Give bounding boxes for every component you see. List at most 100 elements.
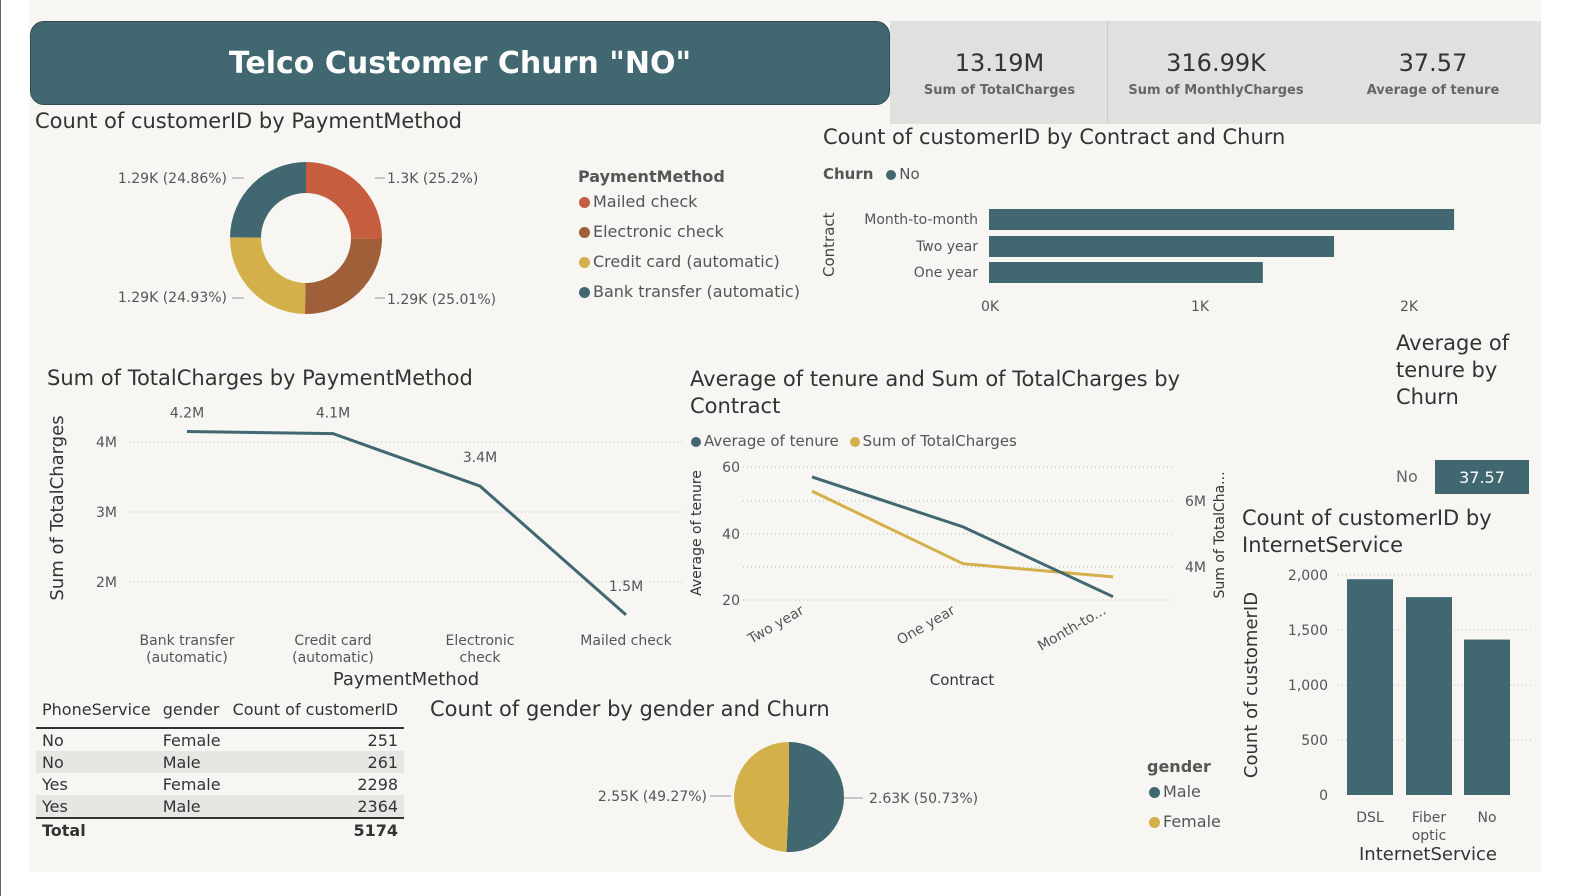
table-row[interactable]: No Male 261 (36, 751, 405, 773)
title-line: tenure by (1396, 358, 1498, 382)
total-value: 5174 (226, 817, 405, 841)
legend-item-bank[interactable]: Bank transfer (automatic) (579, 282, 800, 301)
avg-tenure-churn-title: Average of tenure by Churn (1396, 330, 1509, 411)
pie-slice-female[interactable] (734, 742, 789, 852)
donut-slice-credit[interactable] (229, 237, 306, 314)
table-cell: Male (156, 795, 227, 818)
table-cell: 251 (367, 730, 399, 750)
legend-dot (579, 287, 590, 298)
combo-xtick: One year (894, 602, 958, 648)
internet-ytick: 0 (1319, 788, 1328, 804)
table-cell: 2364 (226, 795, 405, 818)
table-cell: No (42, 730, 64, 750)
combo-xtick: Month-to... (1035, 603, 1109, 655)
total-label: Total (36, 817, 157, 841)
combo-ytick-left: 20 (722, 593, 740, 609)
line-xtick: Mailed check (580, 633, 672, 649)
line-xtick: Electronic (445, 633, 514, 649)
contract-category-label: Two year (915, 239, 978, 255)
contract-bar[interactable] (989, 236, 1335, 257)
internet-ytick: 500 (1301, 733, 1328, 749)
line-ytick: 3M (96, 505, 117, 521)
kpi-total-charges[interactable]: 13.19M Sum of TotalCharges (892, 21, 1107, 124)
internet-service-bar-chart[interactable]: 2,000 1,500 1,000 500 0 Count of custome… (1238, 560, 1538, 870)
table-row[interactable]: No Female 251 (36, 728, 404, 751)
legend-item-male[interactable]: Male (1149, 782, 1201, 801)
contract-legend[interactable]: Churn No (823, 165, 920, 183)
legend-item-electronic[interactable]: Electronic check (579, 222, 724, 241)
phone-gender-table[interactable]: PhoneService gender Count of customerID … (36, 698, 405, 841)
gender-pie-chart[interactable]: 2.63K (50.73%) 2.55K (49.27%) (580, 735, 1000, 860)
combo-gridlines (743, 466, 1175, 601)
legend-dot (1149, 817, 1160, 828)
table-cell: 261 (226, 751, 405, 773)
title-line: Average of tenure and Sum of TotalCharge… (690, 367, 1181, 391)
contract-bar[interactable] (989, 209, 1455, 230)
kpi-value: 37.57 (1398, 49, 1468, 77)
title-line: Count of customerID by (1242, 506, 1492, 530)
totalcharges-line-chart[interactable]: 4M 3M 2M Sum of TotalCharges 4.2M 4.1M 3.4… (29, 395, 689, 695)
internet-bar[interactable] (1347, 579, 1393, 795)
line-y-axis-label: Sum of TotalCharges (47, 415, 68, 600)
table-row[interactable]: Yes Male 2364 (36, 795, 405, 818)
table-header-row: PhoneService gender Count of customerID (36, 698, 405, 729)
contract-bar[interactable] (989, 262, 1263, 283)
legend-item-mailed[interactable]: Mailed check (579, 192, 697, 211)
totalcharges-line[interactable] (186, 430, 627, 617)
payment-donut-chart[interactable]: 1.3K (25.2%) 1.29K (25.01%) 1.29K (24.93… (29, 140, 569, 340)
legend-dot (579, 227, 590, 238)
legend-label: Electronic check (593, 222, 724, 241)
legend-label: Male (1163, 782, 1201, 801)
legend-item-female[interactable]: Female (1149, 812, 1221, 831)
internet-bar[interactable] (1406, 597, 1452, 795)
table-cell: Female (162, 730, 221, 750)
combo-chart-title: Average of tenure and Sum of TotalCharge… (690, 366, 1180, 420)
kpi-label: Average of tenure (1366, 83, 1500, 98)
table-cell (156, 817, 227, 841)
kpi-value: 13.19M (954, 49, 1045, 77)
column-header[interactable]: gender (156, 698, 227, 729)
kpi-label: Sum of TotalCharges (923, 83, 1076, 98)
gender-pie-title: Count of gender by gender and Churn (430, 697, 830, 721)
internet-ytick: 2,000 (1288, 568, 1328, 584)
donut-slice-bank[interactable] (230, 162, 306, 238)
donut-slice-mailed[interactable] (306, 162, 382, 239)
legend-item-credit[interactable]: Credit card (automatic) (579, 252, 780, 271)
combo-legend-item: Sum of TotalCharges (862, 432, 1017, 450)
line-chart-title: Sum of TotalCharges by PaymentMethod (47, 366, 473, 390)
legend-dot (691, 437, 701, 447)
avg-tenure-value-bar[interactable]: 37.57 (1435, 460, 1529, 494)
pie-slice-male[interactable] (786, 742, 845, 852)
kpi-value: 316.99K (1166, 49, 1266, 77)
internet-bar[interactable] (1464, 639, 1510, 795)
column-header[interactable]: PhoneService (36, 698, 157, 729)
line-xtick: (automatic) (146, 650, 228, 666)
donut-chart-title: Count of customerID by PaymentMethod (35, 109, 463, 133)
internet-chart-title: Count of customerID by InternetService (1242, 505, 1492, 559)
internet-xtick: DSL (1356, 810, 1384, 826)
tenure-series-line[interactable] (811, 475, 1114, 599)
table-cell: Male (156, 751, 227, 773)
contract-legend-item: No (899, 165, 920, 183)
donut-slice-electronic[interactable] (304, 238, 382, 314)
combo-legend-item: Average of tenure (704, 432, 839, 450)
table-cell: Female (162, 774, 221, 794)
line-point-label: 1.5M (609, 579, 643, 595)
legend-dot (579, 257, 590, 268)
combo-ytick-left: 40 (722, 527, 740, 543)
left-border (0, 0, 1, 896)
kpi-monthly-charges[interactable]: 316.99K Sum of MonthlyCharges (1108, 21, 1324, 124)
combo-legend[interactable]: Average of tenure Sum of TotalCharges (691, 432, 1017, 450)
line-x-axis-label: PaymentMethod (333, 669, 479, 690)
internet-x-axis-label: InternetService (1359, 844, 1497, 865)
contract-legend-title: Churn (823, 165, 874, 183)
tenure-charges-combo-chart[interactable]: 60 40 20 6M 4M Average of tenure Sum of … (685, 455, 1240, 695)
donut-label-mailed: 1.3K (25.2%) (387, 171, 478, 187)
line-xtick: Bank transfer (140, 633, 235, 649)
combo-x-axis-label: Contract (930, 671, 995, 689)
table-row[interactable]: Yes Female 2298 (36, 773, 404, 795)
column-header[interactable]: Count of customerID (226, 698, 405, 729)
kpi-avg-tenure[interactable]: 37.57 Average of tenure (1325, 21, 1541, 124)
table-cell: 2298 (357, 774, 399, 794)
